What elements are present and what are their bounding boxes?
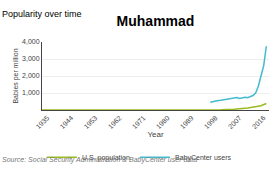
svg-text:U.S. population: U.S. population xyxy=(82,154,130,162)
svg-text:1998: 1998 xyxy=(203,114,219,130)
svg-text:3,000: 3,000 xyxy=(22,55,40,62)
svg-text:1971: 1971 xyxy=(131,114,147,130)
svg-text:1980: 1980 xyxy=(155,114,171,130)
svg-text:Source: Social Security Admini: Source: Social Security Administration &… xyxy=(2,156,197,164)
svg-text:1944: 1944 xyxy=(59,114,75,130)
svg-text:2007: 2007 xyxy=(227,114,243,130)
svg-text:1,000: 1,000 xyxy=(22,89,40,96)
svg-text:1935: 1935 xyxy=(35,114,51,130)
svg-text:1953: 1953 xyxy=(83,114,99,130)
svg-text:Muhammad: Muhammad xyxy=(117,13,195,29)
svg-text:2,000: 2,000 xyxy=(22,72,40,79)
svg-text:4,000: 4,000 xyxy=(22,38,40,45)
svg-text:Babies per million: Babies per million xyxy=(12,48,20,103)
svg-text:Year: Year xyxy=(147,130,164,139)
svg-text:BabyCenter users: BabyCenter users xyxy=(175,154,232,162)
svg-text:1989: 1989 xyxy=(179,114,195,130)
svg-text:Popularity over time: Popularity over time xyxy=(2,9,82,19)
svg-text:1962: 1962 xyxy=(107,114,123,130)
svg-text:2016: 2016 xyxy=(251,114,267,130)
